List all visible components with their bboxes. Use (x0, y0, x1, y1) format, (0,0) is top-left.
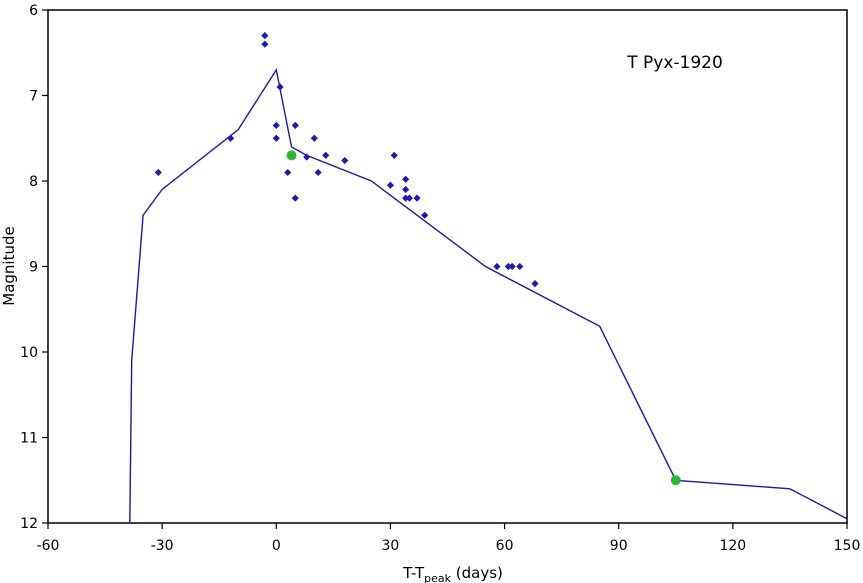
x-axis-title-subscript: peak (424, 572, 451, 583)
observation-point (504, 262, 512, 271)
y-tick-label: 10 (20, 345, 38, 361)
x-axis-title-main: T-T (402, 564, 425, 582)
observation-point (493, 262, 501, 271)
x-axis-title: T-Tpeak (days) (402, 564, 503, 583)
x-tick-label: -30 (151, 538, 174, 554)
x-tick-label: 120 (719, 538, 746, 554)
observation-point (310, 134, 318, 142)
observation-point (291, 121, 299, 130)
observation-point (402, 194, 410, 202)
observation-point (314, 168, 322, 177)
y-tick-label: 6 (29, 3, 38, 19)
observation-point (322, 151, 330, 159)
observation-point (303, 153, 311, 161)
observation-point (390, 151, 398, 159)
x-tick-label: 150 (834, 538, 861, 554)
observation-point (405, 194, 414, 202)
x-tick-label: 60 (496, 538, 514, 554)
observation-point (421, 211, 429, 219)
plot-area (47, 9, 848, 524)
observation-point (276, 83, 284, 91)
observation-point (531, 280, 539, 288)
observation-point (386, 181, 395, 189)
y-tick-label: 12 (20, 516, 38, 532)
observation-point (261, 32, 269, 40)
observation-point (508, 262, 516, 271)
y-axis: 6 7 8 9 10 11 12 (20, 3, 48, 532)
observation-point (402, 185, 410, 194)
light-curve-line (129, 68, 848, 524)
observation-point (516, 262, 524, 271)
observation-point (272, 134, 280, 142)
observation-point (291, 194, 299, 202)
x-tick-label: 30 (382, 538, 400, 554)
highlighted-point (670, 475, 681, 486)
y-tick-label: 9 (29, 260, 38, 276)
observation-point (413, 194, 421, 202)
y-tick-label: 11 (20, 431, 38, 447)
observation-point (402, 175, 410, 183)
y-tick-label: 7 (29, 89, 38, 105)
highlighted-point (286, 150, 297, 161)
observation-point (261, 40, 269, 48)
x-axis-title-suffix: (days) (451, 564, 503, 582)
y-axis-title: Magnitude (0, 226, 18, 305)
x-axis: -60 -30 0 30 60 90 120 150 (37, 523, 861, 554)
x-tick-label: 90 (610, 538, 628, 554)
observation-point (341, 156, 349, 165)
y-tick-label: 8 (29, 174, 38, 190)
observation-point (154, 168, 162, 177)
x-tick-label: 0 (272, 538, 281, 554)
chart-title: T Pyx-1920 (626, 53, 723, 73)
x-tick-label: -60 (37, 538, 60, 554)
observation-point (272, 121, 280, 130)
observation-point (227, 134, 235, 142)
observation-point (284, 168, 292, 177)
plot-frame (47, 9, 848, 524)
